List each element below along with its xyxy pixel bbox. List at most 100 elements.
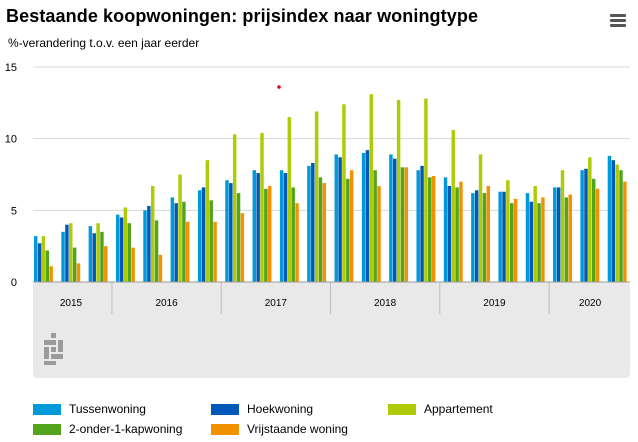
bar-appartement[interactable] [41,236,46,282]
bar-appartement[interactable] [178,174,182,283]
bar-2-onder-1-kapwoning[interactable] [127,223,131,282]
bar-appartement[interactable] [260,132,264,282]
bar-vrijstaande-woning[interactable] [541,197,545,282]
bar-appartement[interactable] [533,185,537,282]
legend-item-vrijstaande-woning[interactable]: Vrijstaande woning [211,422,348,436]
bar-tussenwoning[interactable] [580,170,584,282]
bar-2-onder-1-kapwoning[interactable] [182,201,186,282]
bar-2-onder-1-kapwoning[interactable] [482,193,487,282]
bar-hoekwoning[interactable] [556,187,561,282]
bar-vrijstaande-woning[interactable] [295,203,299,282]
bar-tussenwoning[interactable] [115,214,120,282]
bar-2-onder-1-kapwoning[interactable] [72,247,77,282]
bar-appartement[interactable] [478,154,483,282]
bar-2-onder-1-kapwoning[interactable] [428,177,432,282]
bar-vrijstaande-woning[interactable] [431,175,436,282]
bar-tussenwoning[interactable] [498,191,502,282]
bar-appartement[interactable] [451,130,455,282]
bar-2-onder-1-kapwoning[interactable] [45,250,50,282]
bar-hoekwoning[interactable] [529,201,534,282]
bar-hoekwoning[interactable] [474,190,479,282]
bar-appartement[interactable] [123,207,128,282]
bar-2-onder-1-kapwoning[interactable] [236,193,241,282]
bar-hoekwoning[interactable] [447,185,452,282]
hamburger-menu-icon[interactable] [610,14,626,28]
bar-tussenwoning[interactable] [225,180,229,282]
bar-2-onder-1-kapwoning[interactable] [264,188,268,282]
bar-vrijstaande-woning[interactable] [104,246,108,282]
bar-2-onder-1-kapwoning[interactable] [455,187,459,282]
bar-appartement[interactable] [506,180,510,282]
bar-vrijstaande-woning[interactable] [459,181,463,282]
legend-item-appartement[interactable]: Appartement [388,402,493,416]
bar-2-onder-1-kapwoning[interactable] [209,200,213,282]
bar-vrijstaande-woning[interactable] [49,266,53,282]
bar-appartement[interactable] [560,170,565,282]
bar-appartement[interactable] [615,164,619,282]
bar-hoekwoning[interactable] [201,187,206,282]
bar-appartement[interactable] [150,185,155,282]
bar-tussenwoning[interactable] [88,226,93,282]
bar-tussenwoning[interactable] [61,231,65,282]
bar-appartement[interactable] [69,223,73,282]
bar-tussenwoning[interactable] [170,197,175,282]
bar-vrijstaande-woning[interactable] [595,188,600,282]
navigator-panel[interactable] [33,282,630,378]
bar-2-onder-1-kapwoning[interactable] [100,231,104,282]
bar-tussenwoning[interactable] [197,190,202,282]
bar-2-onder-1-kapwoning[interactable] [510,203,514,282]
bar-2-onder-1-kapwoning[interactable] [400,167,405,282]
legend-item-2-onder-1-kapwoning[interactable]: 2-onder-1-kapwoning [33,422,182,436]
bar-appartement[interactable] [588,157,592,282]
bar-vrijstaande-woning[interactable] [240,213,245,282]
bar-hoekwoning[interactable] [229,183,233,282]
bar-vrijstaande-woning[interactable] [513,198,518,282]
bar-vrijstaande-woning[interactable] [322,183,327,282]
bar-vrijstaande-woning[interactable] [158,254,163,282]
bar-2-onder-1-kapwoning[interactable] [591,178,596,282]
bar-hoekwoning[interactable] [174,203,178,282]
bar-vrijstaande-woning[interactable] [404,167,409,282]
bar-vrijstaande-woning[interactable] [186,221,190,282]
bar-tussenwoning[interactable] [34,236,38,282]
bar-appartement[interactable] [342,104,346,283]
legend-item-tussenwoning[interactable]: Tussenwoning [33,402,146,416]
bar-appartement[interactable] [205,160,210,282]
bar-vrijstaande-woning[interactable] [131,247,135,282]
bar-2-onder-1-kapwoning[interactable] [318,177,323,282]
bar-hoekwoning[interactable] [365,150,370,282]
bar-tussenwoning[interactable] [334,154,338,282]
bar-hoekwoning[interactable] [65,224,69,282]
bar-vrijstaande-woning[interactable] [377,185,381,282]
bar-vrijstaande-woning[interactable] [213,221,217,282]
bar-appartement[interactable] [314,111,319,283]
bar-appartement[interactable] [396,99,401,282]
bar-hoekwoning[interactable] [611,160,616,282]
legend-item-hoekwoning[interactable]: Hoekwoning [211,402,313,416]
bar-tussenwoning[interactable] [361,153,366,282]
bar-hoekwoning[interactable] [92,233,96,282]
bar-tussenwoning[interactable] [525,193,530,282]
bar-2-onder-1-kapwoning[interactable] [346,178,350,282]
bar-hoekwoning[interactable] [502,191,506,282]
bar-hoekwoning[interactable] [420,165,424,282]
bar-hoekwoning[interactable] [147,206,151,282]
bar-hoekwoning[interactable] [338,157,342,282]
bar-appartement[interactable] [424,98,428,282]
bar-vrijstaande-woning[interactable] [349,170,354,282]
bar-hoekwoning[interactable] [311,163,315,282]
bar-tussenwoning[interactable] [279,170,284,282]
bar-tussenwoning[interactable] [471,193,475,282]
bar-vrijstaande-woning[interactable] [568,194,572,282]
bar-hoekwoning[interactable] [283,173,288,282]
bar-tussenwoning[interactable] [443,177,448,282]
bar-appartement[interactable] [287,117,292,282]
bar-2-onder-1-kapwoning[interactable] [564,197,569,282]
bar-vrijstaande-woning[interactable] [486,185,490,282]
bar-tussenwoning[interactable] [143,210,147,282]
bar-vrijstaande-woning[interactable] [76,263,81,282]
bar-hoekwoning[interactable] [37,243,42,282]
bar-appartement[interactable] [369,94,374,282]
bar-2-onder-1-kapwoning[interactable] [373,170,377,282]
bar-hoekwoning[interactable] [256,173,260,282]
